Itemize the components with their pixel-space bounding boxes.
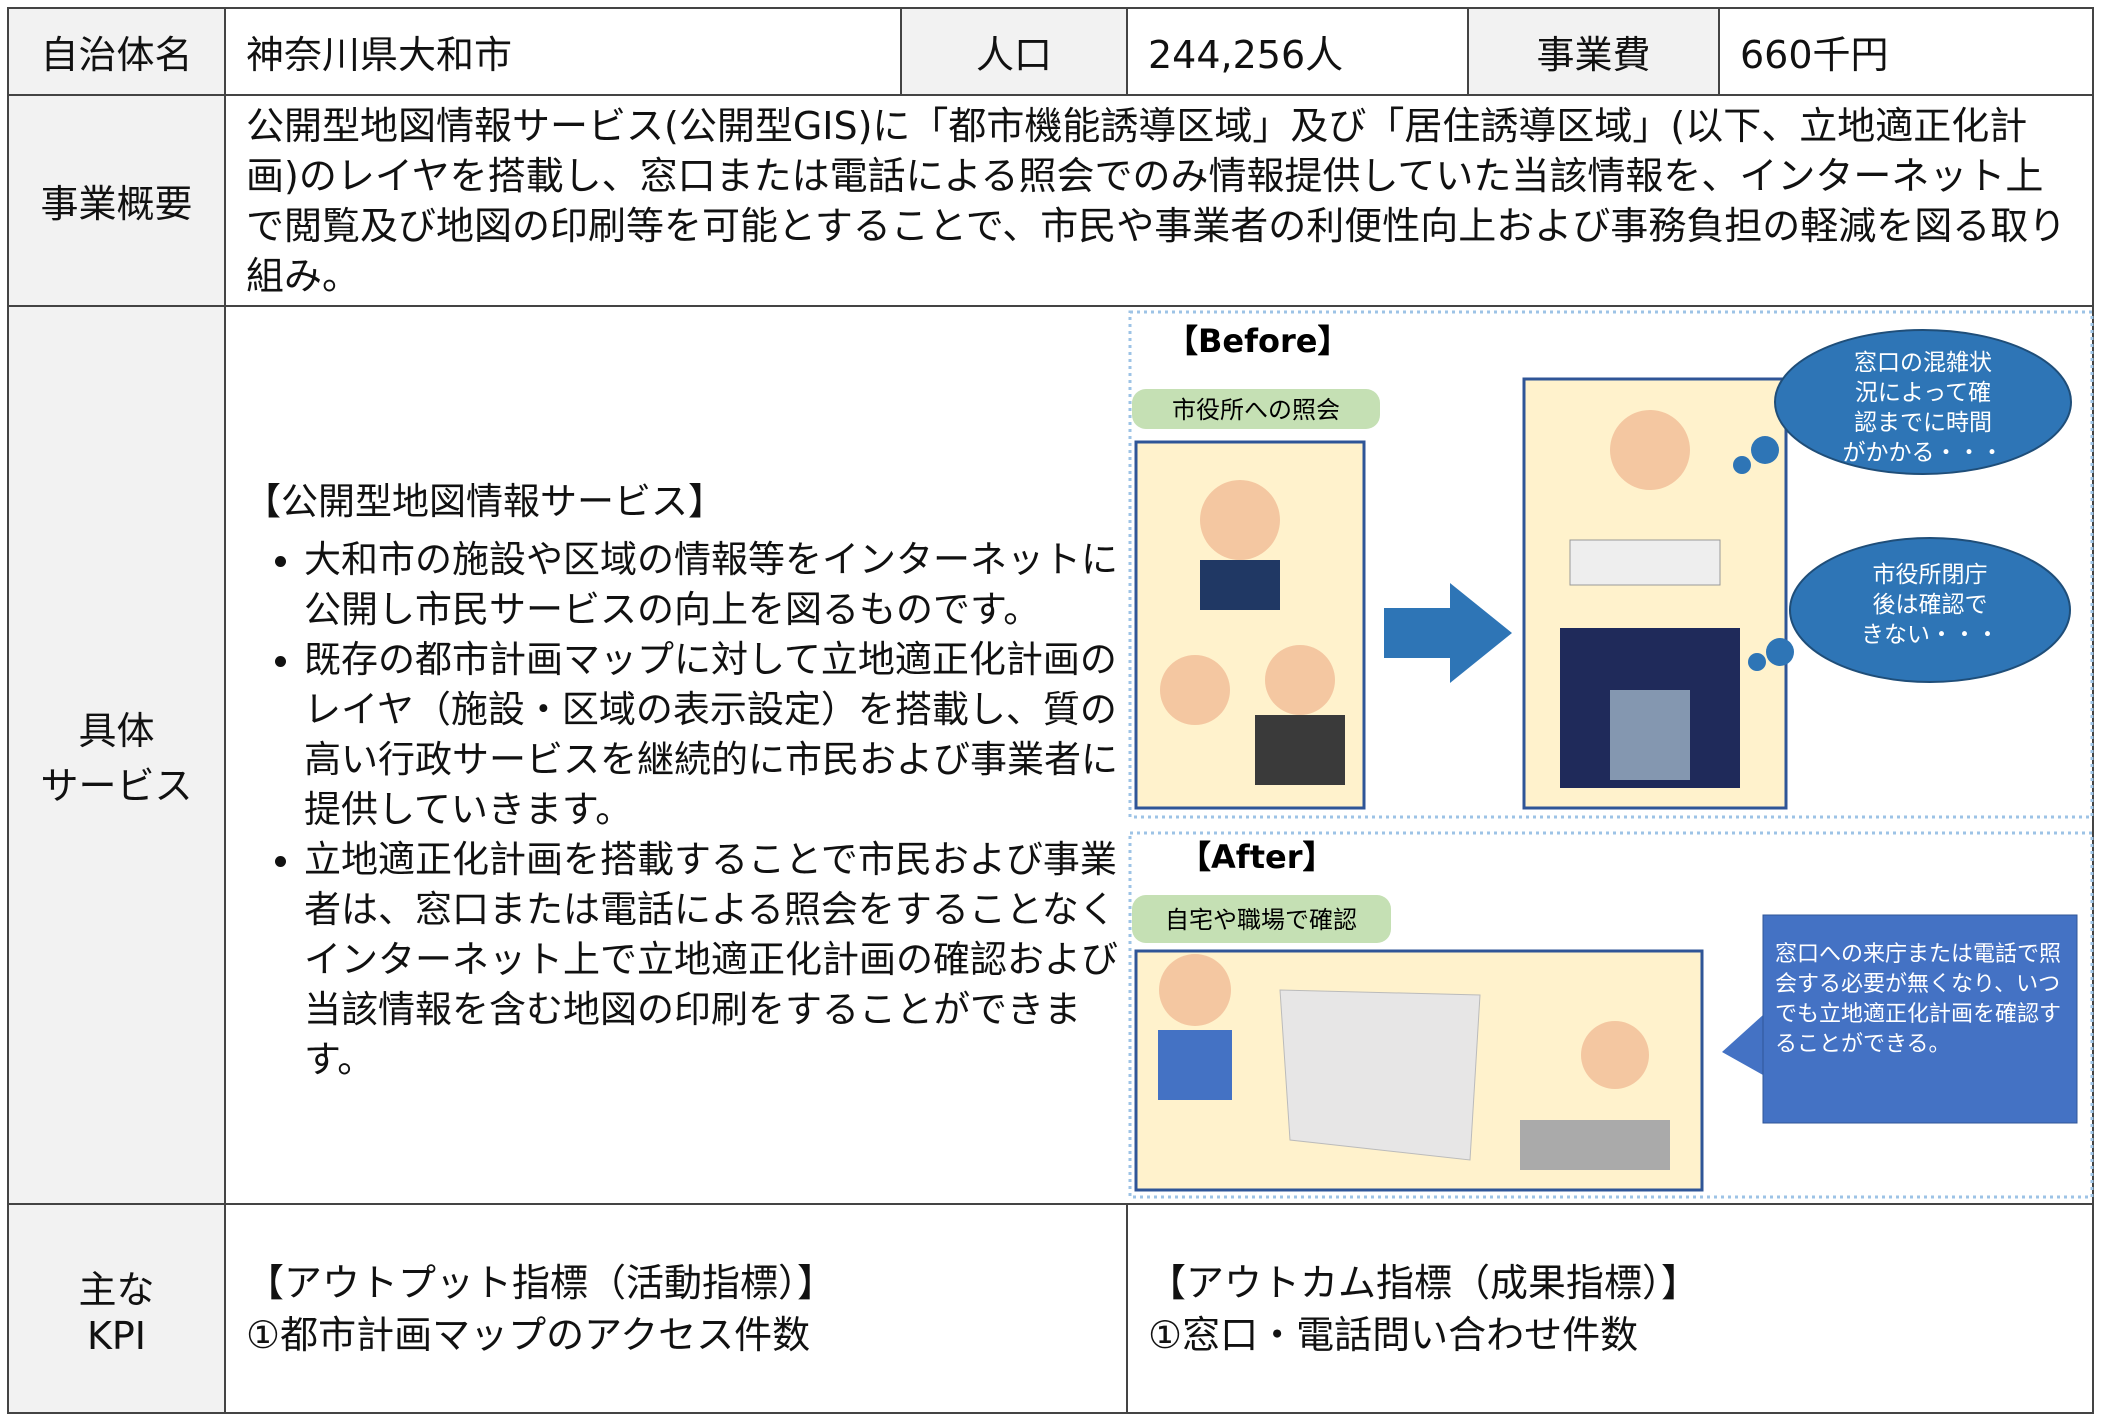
cloud <box>1774 329 2072 475</box>
kpi-heading: 【アウトカム指標（成果指標）】 <box>1148 1260 1700 1305</box>
cloud-dot <box>1748 653 1766 671</box>
arrow <box>1384 583 1512 683</box>
tag <box>1132 389 1380 429</box>
before-frame <box>1128 310 2094 819</box>
kpi-heading: 【アウトプット指標（活動指標）】 <box>246 1260 836 1305</box>
person <box>1265 645 1335 715</box>
kpi-item: ①窓口・電話問い合わせ件数 <box>1148 1312 1639 1357</box>
person <box>1200 480 1280 560</box>
bubble-text: 市役所閉庁後は確認できない・・・ <box>1861 562 1999 648</box>
bullet: 既存の都市計画マップに対して立地適正化計画のレイヤ（施設・区域の表示設定）を搭載… <box>304 635 1124 835</box>
service-text: 【公開型地図情報サービス】 大和市の施設や区域の情報等をインターネットに公開し市… <box>244 477 1124 1085</box>
service-cell: 【公開型地図情報サービス】 大和市の施設や区域の情報等をインターネットに公開し市… <box>224 305 2094 1205</box>
person <box>1610 410 1690 490</box>
desk <box>1569 539 1721 586</box>
label: 人口 <box>900 7 1128 96</box>
laptop <box>1520 1120 1670 1170</box>
person <box>1255 715 1345 785</box>
tag-text: 自宅や職場で確認 <box>1165 906 1357 934</box>
person <box>1200 560 1280 610</box>
person <box>1160 655 1230 725</box>
after-label: 【After】 <box>1179 838 1334 876</box>
callout-text: 窓口への来庁または電話で照会する必要が無くなり、いつでも立地適正化計画を確認する… <box>1775 942 2062 1057</box>
callout <box>1762 914 2078 1124</box>
heading: 【公開型地図情報サービス】 <box>244 480 725 523</box>
line: 況によって確 <box>1855 380 1991 406</box>
cloud <box>1789 537 2071 683</box>
bubble-text: 窓口の混雑状況によって確認までに時間がかかる・・・ <box>1843 350 2004 466</box>
label: 具体 サービス <box>7 305 226 1205</box>
person <box>1159 954 1231 1026</box>
before-label: 【Before】 <box>1166 322 1350 360</box>
tag-text: 市役所への照会 <box>1172 396 1340 424</box>
overview-text: 公開型地図情報サービス(公開型GIS)に「都市機能誘導区域」及び「居住誘導区域」… <box>224 94 2094 307</box>
person <box>1581 1021 1649 1089</box>
cloud-dot <box>1733 456 1751 474</box>
line: 認までに時間 <box>1854 410 1992 436</box>
cloud-dot <box>1751 436 1779 464</box>
value: 神奈川県大和市 <box>224 7 902 96</box>
callout-box: 窓口への来庁または電話で照会する必要が無くなり、いつでも立地適正化計画を確認する… <box>1775 942 2062 1057</box>
kpi-item: ①都市計画マップのアクセス件数 <box>246 1312 811 1357</box>
line: がかかる・・・ <box>1843 440 2004 466</box>
kpi-output: 【アウトプット指標（活動指標）】 ①都市計画マップのアクセス件数 <box>224 1203 1128 1414</box>
label: 事業費 <box>1467 7 1720 96</box>
kpi-outcome: 【アウトカム指標（成果指標）】 ①窓口・電話問い合わせ件数 <box>1126 1203 2094 1414</box>
callout-pointer <box>1722 1015 1763 1075</box>
bullet: 立地適正化計画を搭載することで市民および事業者は、窓口または電話による照会をする… <box>304 835 1124 1085</box>
label: 主な KPI <box>7 1203 226 1414</box>
person <box>1158 1030 1232 1100</box>
tag <box>1132 895 1391 943</box>
label: 自治体名 <box>7 7 226 96</box>
line: 市役所閉庁 <box>1873 562 1988 588</box>
map <box>1279 989 1481 1161</box>
bullet: 大和市の施設や区域の情報等をインターネットに公開し市民サービスの向上を図るもので… <box>304 535 1124 635</box>
line: 窓口の混雑状 <box>1854 350 1992 376</box>
building <box>1610 690 1690 780</box>
line: きない・・・ <box>1861 622 1999 648</box>
cloud-dot <box>1766 638 1794 666</box>
after-frame <box>1128 831 2094 1199</box>
bullet-list: 大和市の施設や区域の情報等をインターネットに公開し市民サービスの向上を図るもので… <box>244 535 1124 1085</box>
line: 後は確認で <box>1873 592 1988 618</box>
